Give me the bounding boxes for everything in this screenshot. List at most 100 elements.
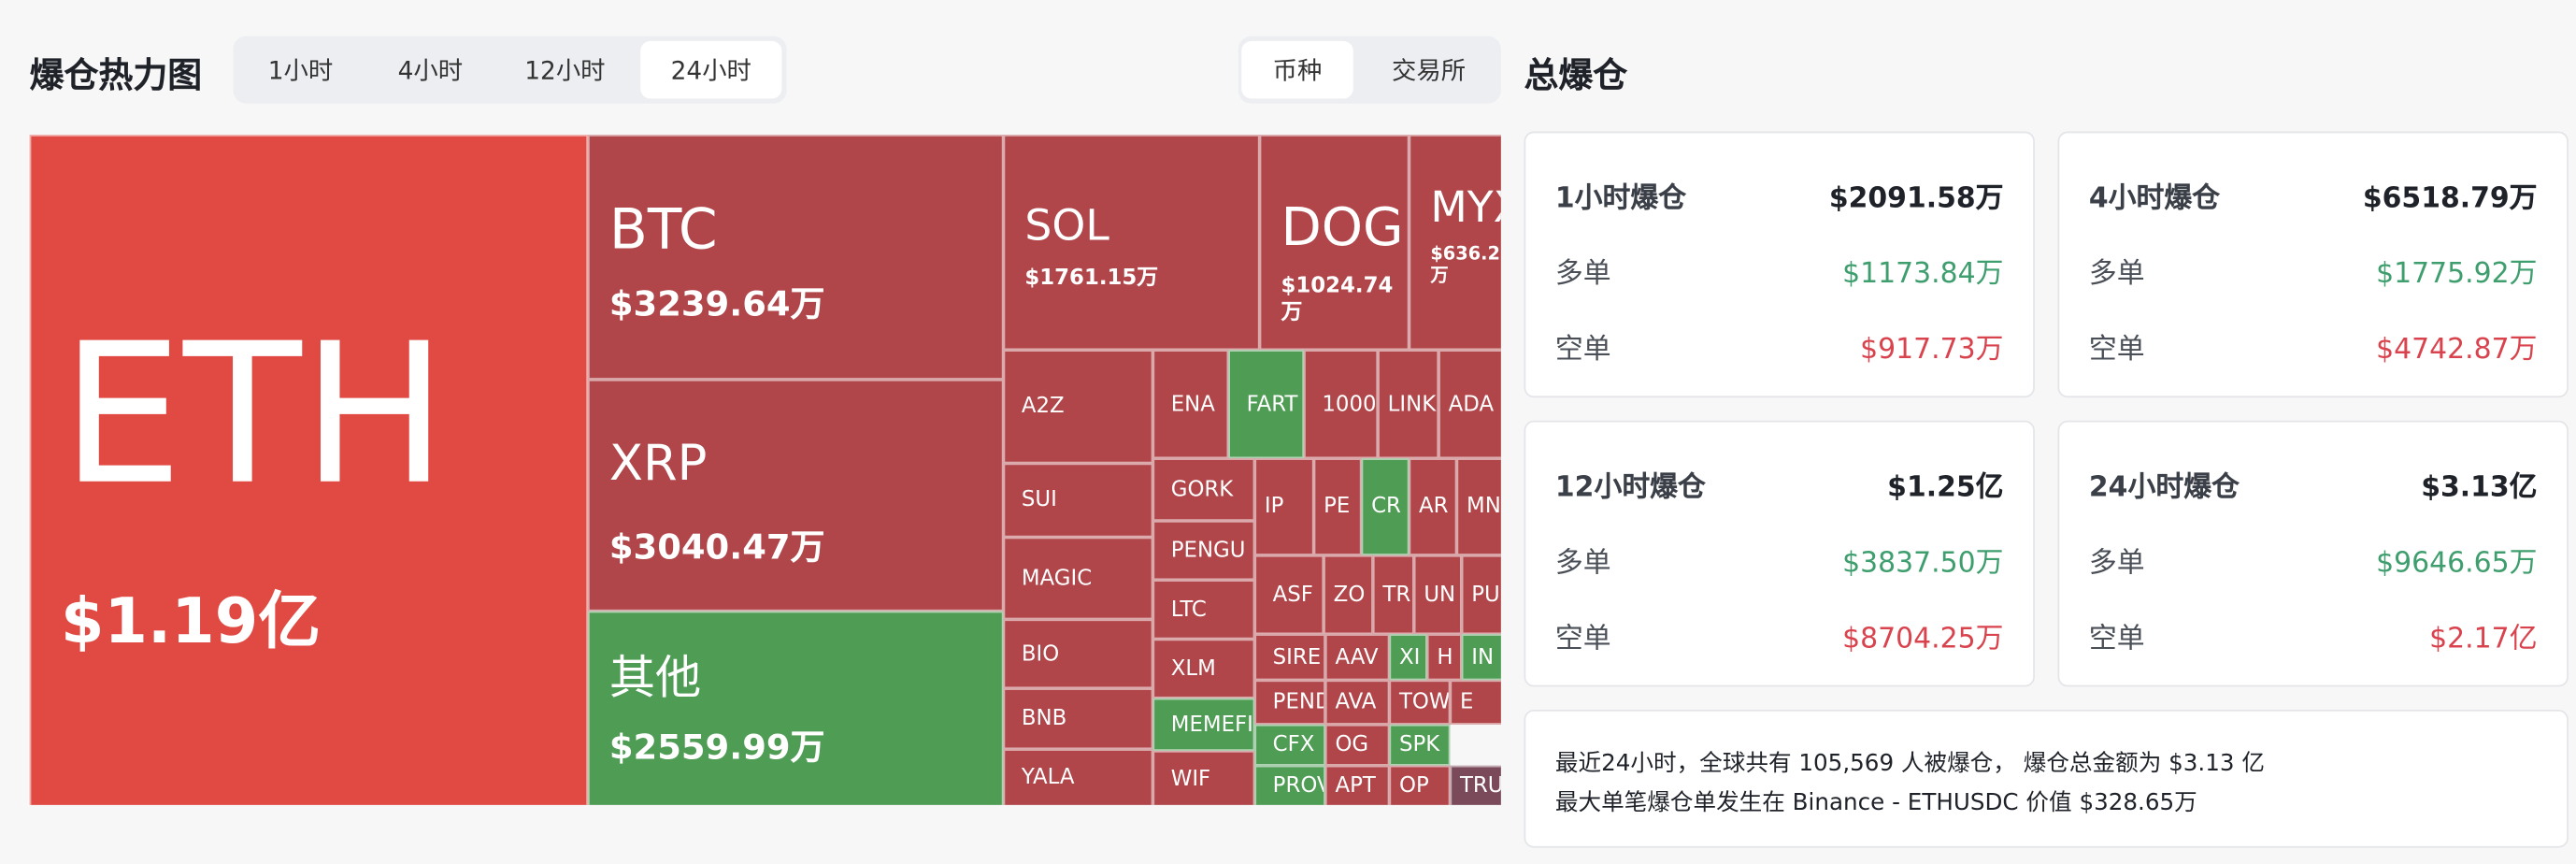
card-row: 多单 $1173.84万 xyxy=(1555,250,2004,291)
tile[interactable]: LINK xyxy=(1378,350,1439,459)
tile[interactable]: WIF xyxy=(1152,750,1255,805)
tile[interactable]: TOW xyxy=(1389,680,1451,725)
row-label: 4小时爆仓 xyxy=(2088,182,2221,216)
row-value: $1775.92万 xyxy=(2376,257,2538,291)
time-tab[interactable]: 4小时 xyxy=(397,55,464,86)
tile[interactable]: A2Z xyxy=(1003,350,1153,464)
card-row: 1小时爆仓 $2091.58万 xyxy=(1555,174,2004,215)
time-tabs: 1小时 4小时 12小时 24小时 xyxy=(233,36,787,104)
card-row: 空单 $2.17亿 xyxy=(2089,614,2538,655)
tile[interactable]: MAGIC xyxy=(1003,537,1153,620)
tile[interactable]: DOGE $1024.74万 xyxy=(1259,135,1410,351)
tile[interactable]: OP xyxy=(1389,765,1451,805)
tile[interactable]: SUI xyxy=(1003,463,1153,538)
time-tab[interactable]: 1小时 xyxy=(267,55,334,86)
row-label: 多单 xyxy=(1554,547,1611,581)
tile[interactable]: AR xyxy=(1409,458,1457,555)
row-value: $3.13亿 xyxy=(2421,471,2538,505)
tile[interactable]: ETH $1.19亿 xyxy=(29,135,589,805)
heatmap-title: 爆仓热力图 xyxy=(29,55,203,95)
tile-label: SIRE xyxy=(1272,644,1322,670)
summary-card: 4小时爆仓 $6518.79万 多单 $1775.92万 空单 $4742.87万 xyxy=(2057,131,2569,398)
row-label: 空单 xyxy=(2088,333,2145,367)
tile-label: PROV xyxy=(1272,773,1324,799)
tile-label: DOGE xyxy=(1281,195,1407,258)
tile[interactable]: MEMEFI xyxy=(1152,698,1255,751)
tile[interactable]: 1000 xyxy=(1304,350,1379,459)
summary-title: 总爆仓 xyxy=(1524,55,1628,95)
row-label: 多单 xyxy=(2088,257,2145,291)
tile-label: IP xyxy=(1264,494,1284,520)
tile-label: APT xyxy=(1335,773,1376,799)
tile[interactable]: PEND xyxy=(1254,680,1325,725)
tile[interactable]: ENA xyxy=(1152,350,1229,459)
tile[interactable]: CFX xyxy=(1254,724,1325,766)
tile[interactable]: XLM xyxy=(1152,639,1255,698)
tile[interactable]: IN xyxy=(1461,634,1501,681)
tile[interactable]: TRU xyxy=(1450,765,1501,805)
tile[interactable]: OG xyxy=(1324,724,1390,766)
tile[interactable]: FART xyxy=(1228,350,1305,459)
tile-label: XI xyxy=(1398,644,1421,670)
tile-label: OG xyxy=(1335,732,1369,757)
tile[interactable]: PE xyxy=(1313,458,1362,555)
tile[interactable]: PROV xyxy=(1254,765,1325,805)
note-card: 最近24小时，全球共有 105,569 人被爆仓， 爆仓总金额为 $3.13 亿… xyxy=(1524,710,2569,848)
row-value: $917.73万 xyxy=(1860,333,2004,367)
tile[interactable]: AVA xyxy=(1324,680,1390,725)
tile[interactable]: E xyxy=(1450,680,1501,725)
treemap: ETH $1.19亿 BTC $3239.64万 XRP $3040.47万 其他 $2559… xyxy=(29,135,1501,805)
tile[interactable]: CR xyxy=(1361,458,1410,555)
tile[interactable]: 其他 $2559.99万 xyxy=(588,611,1004,805)
tile-label: TR xyxy=(1382,582,1411,608)
tile-label: 其他 xyxy=(608,650,702,705)
group-tab[interactable]: 币种 xyxy=(1241,40,1353,99)
tile[interactable]: XRP $3040.47万 xyxy=(588,379,1004,612)
tile-value: $1761.15万 xyxy=(1024,266,1159,291)
tile[interactable]: BNB xyxy=(1003,688,1153,750)
time-tab[interactable]: 24小时 xyxy=(640,40,782,99)
note-line: 最近24小时，全球共有 105,569 人被爆仓， 爆仓总金额为 $3.13 亿 xyxy=(1554,750,2265,778)
tile[interactable]: SOL $1761.15万 xyxy=(1003,135,1260,351)
tile-label: GORK xyxy=(1170,477,1234,502)
tile[interactable]: XI xyxy=(1389,634,1427,681)
tile[interactable]: MYX $636.25万 xyxy=(1409,135,1501,351)
group-tab[interactable]: 交易所 xyxy=(1392,55,1467,86)
tile[interactable]: H xyxy=(1426,634,1462,681)
tile-value: $3239.64万 xyxy=(608,283,825,324)
tile-label: UN xyxy=(1424,582,1456,608)
tile-value: $636.25万 xyxy=(1430,243,1501,287)
tile[interactable]: SPK xyxy=(1389,724,1451,766)
tile-label: TRU xyxy=(1459,773,1501,799)
group-tabs: 币种 交易所 xyxy=(1238,36,1501,104)
tile[interactable]: BTC $3239.64万 xyxy=(588,135,1004,380)
summary-card: 1小时爆仓 $2091.58万 多单 $1173.84万 空单 $917.73万 xyxy=(1524,131,2035,398)
tile[interactable]: MN xyxy=(1456,458,1501,555)
tile[interactable]: PENGU xyxy=(1152,520,1255,581)
tile[interactable]: ADA xyxy=(1438,350,1501,459)
tile[interactable]: GORK xyxy=(1152,458,1255,521)
tile[interactable]: UN xyxy=(1413,554,1462,635)
tile[interactable]: TR xyxy=(1372,554,1414,635)
tile-label: H xyxy=(1437,644,1453,670)
tile-label: IN xyxy=(1471,644,1495,670)
tile[interactable]: ASF xyxy=(1254,554,1324,635)
time-tab[interactable]: 12小时 xyxy=(524,55,606,86)
tile-value: $1024.74万 xyxy=(1281,274,1394,325)
tile-label: MYX xyxy=(1430,183,1501,234)
tile[interactable]: APT xyxy=(1324,765,1390,805)
tile[interactable]: YALA xyxy=(1003,749,1153,805)
tile-label: XLM xyxy=(1170,655,1216,682)
tile-label: ADA xyxy=(1448,392,1495,417)
tile[interactable]: BIO xyxy=(1003,619,1153,689)
tile[interactable]: IP xyxy=(1254,458,1314,555)
tile[interactable]: PU xyxy=(1461,554,1501,635)
tile-label: BNB xyxy=(1021,706,1067,731)
row-label: 空单 xyxy=(1554,622,1611,656)
tile[interactable]: AAV xyxy=(1324,634,1390,681)
tile[interactable]: ZO xyxy=(1324,554,1373,635)
tile[interactable]: SIRE xyxy=(1254,634,1325,681)
tile[interactable]: LTC xyxy=(1152,580,1255,640)
card-row: 多单 $1775.92万 xyxy=(2089,250,2538,291)
